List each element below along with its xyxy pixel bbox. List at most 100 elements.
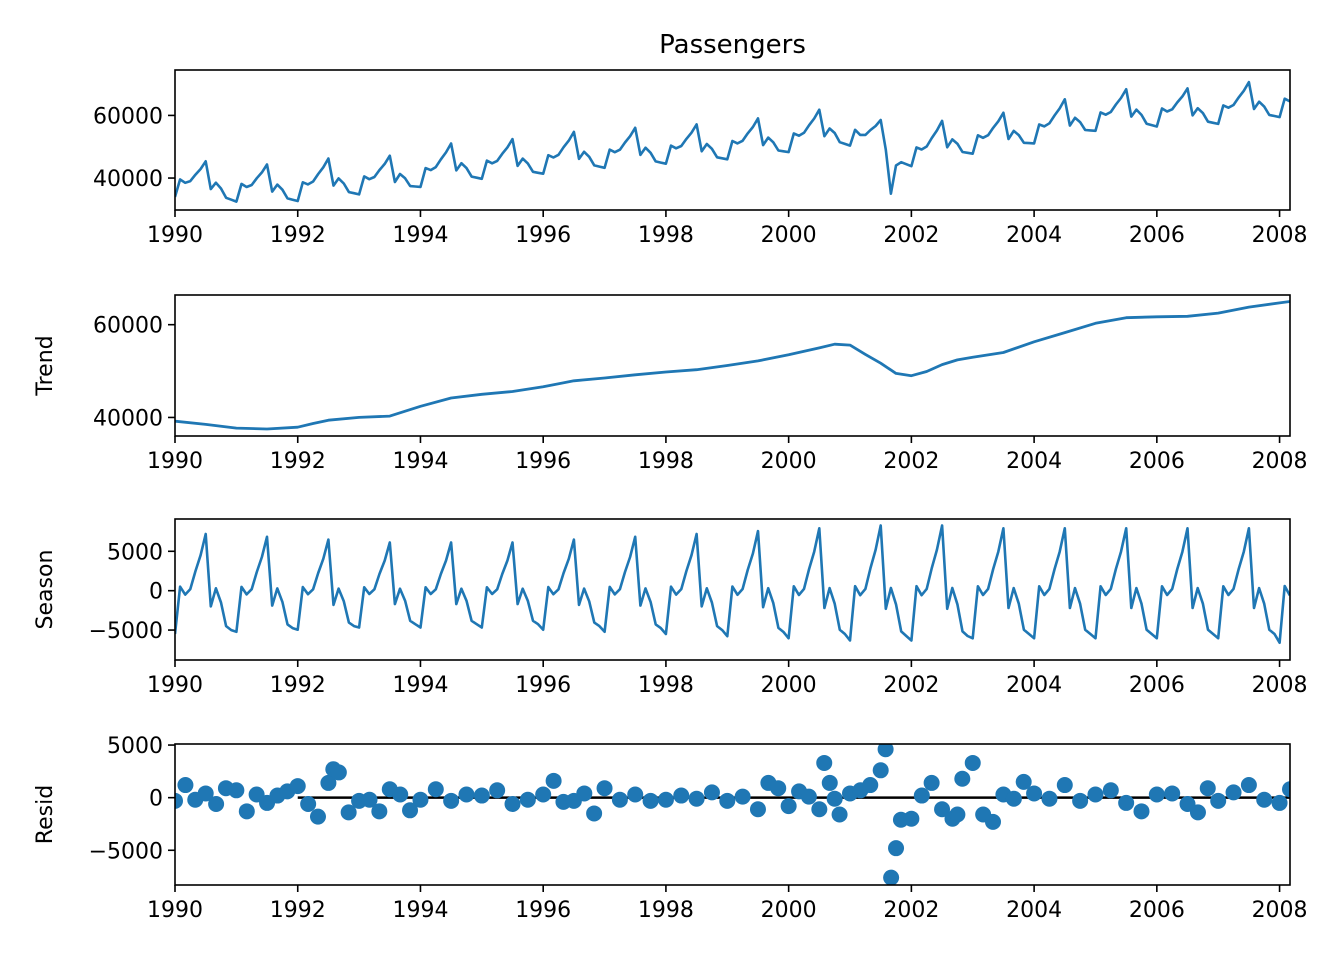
resid-point	[1189, 804, 1206, 821]
resid-point	[1148, 786, 1165, 803]
y-tick-label: 5000	[107, 734, 163, 759]
resid-point	[1225, 784, 1242, 801]
resid-point	[177, 777, 194, 794]
y-axis-label: Season	[33, 550, 58, 630]
x-tick-label: 1990	[147, 449, 203, 474]
x-tick-label: 1998	[638, 898, 694, 923]
x-tick-label: 1996	[515, 223, 571, 248]
panel-trend: Trend 1990 1992 1994 1996 1998 2000 2002 2004 200…	[33, 294, 1308, 474]
y-tick-label: 5000	[107, 540, 163, 565]
plot-frame	[174, 743, 1291, 886]
resid-point	[504, 795, 521, 812]
x-tick-label: 1994	[392, 898, 448, 923]
resid-point	[458, 786, 475, 803]
x-tick-label: 1994	[392, 223, 448, 248]
resid-point	[519, 791, 536, 808]
panel-observed: Passengers 1990 1992 1994 1996 1998 2000 2002 20…	[93, 30, 1308, 248]
resid-point	[719, 792, 736, 809]
x-tick-label: 2004	[1006, 223, 1062, 248]
resid-point	[1164, 785, 1181, 802]
resid-point	[1005, 790, 1022, 807]
resid-point	[642, 792, 659, 809]
resid-point	[703, 784, 720, 801]
resid-point	[964, 754, 981, 771]
resid-point	[228, 782, 245, 799]
x-tick-label: 2008	[1252, 673, 1308, 698]
resid-point	[330, 764, 347, 781]
x-tick-label: 2006	[1129, 449, 1185, 474]
x-tick-label: 1994	[392, 673, 448, 698]
resid-point	[657, 791, 674, 808]
y-tick-label: 0	[149, 580, 163, 605]
resid-point	[197, 785, 214, 802]
x-tick-label: 2008	[1252, 449, 1308, 474]
resid-point	[913, 787, 930, 804]
plot-area	[175, 80, 1290, 203]
resid-point	[545, 772, 562, 789]
resid-point	[412, 791, 429, 808]
x-tick-label: 2000	[761, 449, 817, 474]
x-tick-label: 1990	[147, 898, 203, 923]
resid-point	[831, 806, 848, 823]
y-axis-label: Resid	[33, 785, 58, 844]
y-tick-label: −5000	[89, 619, 163, 644]
trend-line	[175, 300, 1290, 431]
resid-point	[1210, 792, 1227, 809]
resid-point	[800, 788, 817, 805]
resid-point	[535, 786, 552, 803]
y-tick-label: 0	[149, 787, 163, 812]
season-line	[175, 524, 1290, 645]
resid-point	[934, 801, 951, 818]
resid-point	[627, 786, 644, 803]
x-tick-label: 1998	[638, 449, 694, 474]
x-tick-label: 2004	[1006, 449, 1062, 474]
plot-frame	[174, 518, 1291, 661]
plot-area	[175, 524, 1290, 645]
plot-area	[175, 300, 1290, 431]
resid-point	[1056, 777, 1073, 794]
resid-point	[320, 774, 337, 791]
x-tick-label: 2000	[761, 898, 817, 923]
x-tick-label: 2004	[1006, 898, 1062, 923]
resid-point	[903, 810, 920, 827]
resid-point	[1102, 782, 1119, 799]
resid-point	[489, 782, 506, 799]
resid-point	[780, 798, 797, 815]
x-tick-label: 1992	[270, 449, 326, 474]
x-tick-label: 2002	[883, 898, 939, 923]
resid-point	[1282, 781, 1290, 798]
x-tick-label: 2002	[883, 673, 939, 698]
x-tick-label: 1996	[515, 898, 571, 923]
resid-point	[811, 801, 828, 818]
resid-point	[208, 795, 225, 812]
resid-point	[596, 780, 613, 797]
resid-point	[749, 801, 766, 818]
resid-point	[309, 808, 326, 825]
resid-point	[1087, 786, 1104, 803]
plot-frame	[174, 69, 1291, 211]
x-tick-label: 1992	[270, 673, 326, 698]
x-tick-label: 1994	[392, 449, 448, 474]
x-tick-label: 2002	[883, 223, 939, 248]
resid-point	[872, 762, 889, 779]
y-tick-label: 40000	[93, 167, 163, 192]
panel-seasonal: Season 1990 1992 1994 1996 1998 2000 2002 2004 20…	[33, 518, 1308, 698]
resid-point	[371, 803, 388, 820]
resid-point	[673, 787, 690, 804]
resid-point	[175, 792, 183, 809]
resid-point	[576, 785, 593, 802]
resid-point	[877, 744, 894, 758]
resid-point	[1015, 773, 1032, 790]
resid-point	[1133, 803, 1150, 820]
x-tick-label: 1992	[270, 223, 326, 248]
x-tick-label: 1992	[270, 898, 326, 923]
resid-point	[392, 786, 409, 803]
resid-point	[1118, 794, 1135, 811]
y-tick-label: 60000	[93, 314, 163, 339]
x-tick-label: 1996	[515, 449, 571, 474]
plot-area	[175, 744, 1290, 885]
x-tick-label: 1990	[147, 673, 203, 698]
resid-point	[1240, 777, 1257, 794]
resid-point	[611, 791, 628, 808]
passengers-line	[175, 80, 1290, 203]
